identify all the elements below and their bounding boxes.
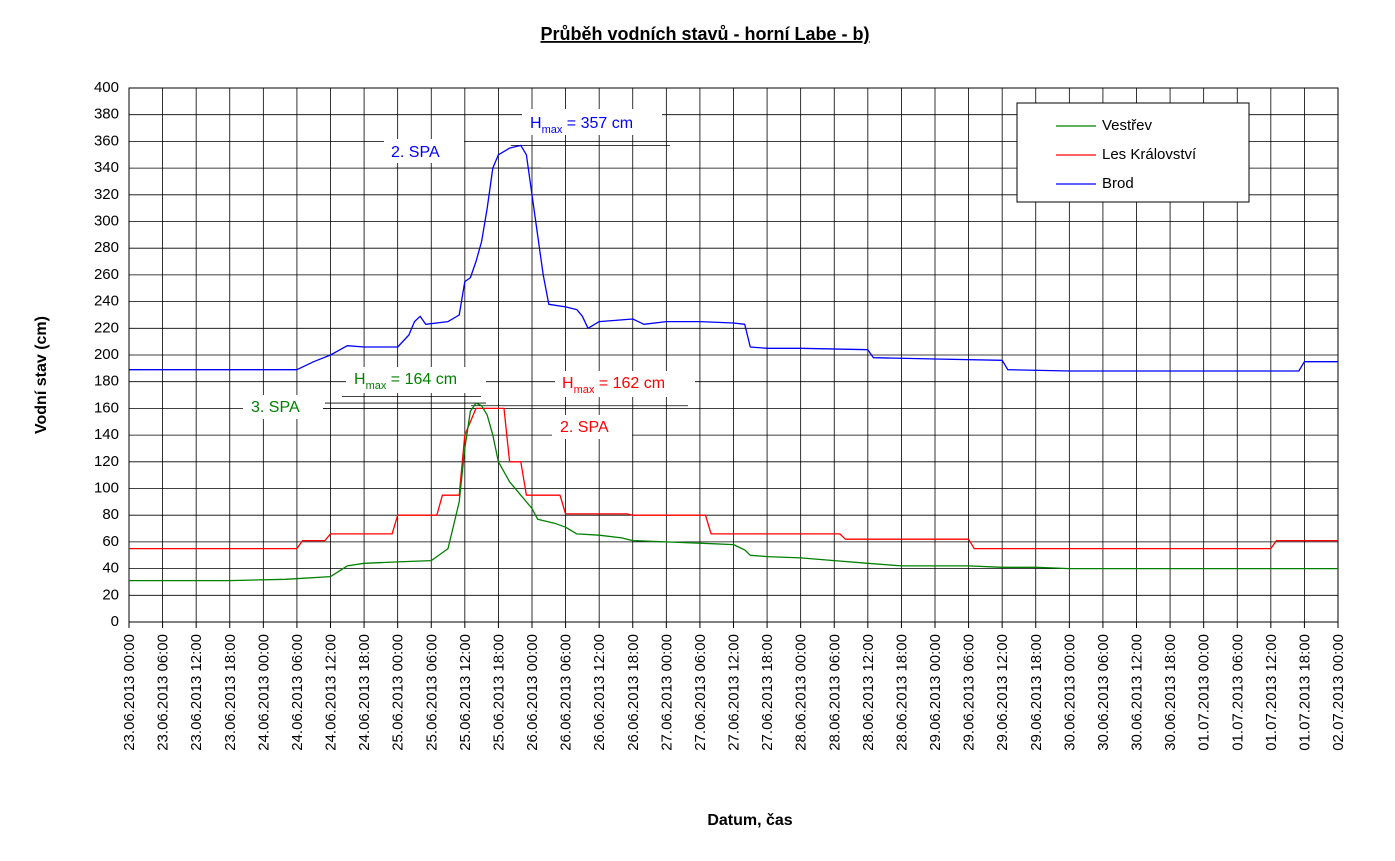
x-tick-label: 29.06.2013 00:00: [927, 634, 944, 751]
x-tick-label: 30.06.2013 00:00: [1061, 634, 1078, 751]
x-tick-label: 27.06.2013 18:00: [759, 634, 776, 751]
x-tick-label: 29.06.2013 12:00: [994, 634, 1011, 751]
x-tick-labels: 23.06.2013 00:00 23.06.2013 06:00 23.06.20…: [121, 622, 1347, 751]
x-tick-label: 28.06.2013 18:00: [893, 634, 910, 751]
series-line-brod: [129, 144, 1338, 372]
x-tick-label: 24.06.2013 12:00: [323, 634, 340, 751]
y-axis-title: Vodní stav (cm): [33, 316, 50, 434]
x-tick-label: 30.06.2013 18:00: [1162, 634, 1179, 751]
x-tick-label: 23.06.2013 18:00: [222, 634, 239, 751]
x-tick-label: 29.06.2013 06:00: [961, 634, 978, 751]
x-tick-label: 25.06.2013 00:00: [390, 634, 407, 751]
y-tick-label: 320: [94, 186, 119, 203]
x-tick-label: 01.07.2013 18:00: [1296, 634, 1313, 751]
chart-title: Průběh vodních stavů - horní Labe - b): [540, 24, 869, 44]
y-tick-label: 300: [94, 212, 119, 229]
y-tick-label: 200: [94, 346, 119, 363]
x-tick-label: 23.06.2013 00:00: [121, 634, 138, 751]
x-tick-label: 30.06.2013 06:00: [1095, 634, 1112, 751]
legend-label-les-kralovstvi: Les Království: [1102, 146, 1197, 163]
x-tick-label: 26.06.2013 18:00: [625, 634, 642, 751]
x-tick-label: 27.06.2013 00:00: [658, 634, 675, 751]
legend-label-brod: Brod: [1102, 175, 1134, 192]
y-tick-label: 160: [94, 399, 119, 416]
y-tick-label: 0: [111, 613, 119, 630]
series-group: [129, 144, 1338, 582]
chart-grid: [128, 87, 1339, 623]
y-tick-label: 280: [94, 239, 119, 256]
annot-brod-spa: 2. SPA: [391, 144, 440, 161]
x-tick-label: 23.06.2013 12:00: [188, 634, 205, 751]
y-tick-label: 360: [94, 132, 119, 149]
annot-les-spa: 2. SPA: [560, 419, 609, 436]
annot-brod-hmax: Hmax = 357 cm: [530, 115, 633, 136]
y-tick-label: 40: [102, 560, 119, 577]
x-tick-label: 02.07.2013 00:00: [1330, 634, 1347, 751]
y-tick-label: 220: [94, 319, 119, 336]
x-tick-label: 24.06.2013 00:00: [255, 634, 272, 751]
y-tick-label: 340: [94, 159, 119, 176]
x-tick-label: 25.06.2013 12:00: [457, 634, 474, 751]
x-tick-label: 25.06.2013 06:00: [423, 634, 440, 751]
y-tick-label: 400: [94, 79, 119, 96]
annot-bg-les-hmax: [555, 371, 695, 397]
y-tick-label: 180: [94, 373, 119, 390]
annot-bg-vestrev-spa: [243, 395, 323, 419]
annot-bg-les-spa: [552, 415, 632, 439]
annot-vestrev-spa: 3. SPA: [251, 399, 300, 416]
x-tick-label: 26.06.2013 00:00: [524, 634, 541, 751]
x-tick-label: 28.06.2013 12:00: [860, 634, 877, 751]
annot-bg-brod-spa: [384, 139, 464, 163]
x-tick-label: 30.06.2013 12:00: [1129, 634, 1146, 751]
x-tick-label: 01.07.2013 12:00: [1263, 634, 1280, 751]
annot-bg-vestrev-hmax: [346, 367, 486, 393]
x-tick-label: 01.07.2013 00:00: [1196, 634, 1213, 751]
y-tick-label: 260: [94, 266, 119, 283]
x-tick-label: 28.06.2013 00:00: [793, 634, 810, 751]
y-tick-label: 380: [94, 106, 119, 123]
plot-area-border: [128, 87, 1339, 623]
x-tick-label: 24.06.2013 06:00: [289, 634, 306, 751]
series-line-les-kralovstvi: [129, 407, 1338, 550]
x-tick-label: 29.06.2013 18:00: [1028, 634, 1045, 751]
y-tick-label: 100: [94, 479, 119, 496]
y-tick-label: 140: [94, 426, 119, 443]
legend-label-vestrev: Vestřev: [1102, 117, 1153, 134]
x-axis-title: Datum, čas: [707, 812, 792, 829]
y-tick-label: 240: [94, 293, 119, 310]
x-tick-label: 27.06.2013 12:00: [726, 634, 743, 751]
legend: Vestřev Les Království Brod: [1016, 102, 1250, 203]
y-tick-label: 60: [102, 533, 119, 550]
x-tick-label: 25.06.2013 18:00: [490, 634, 507, 751]
y-tick-label: 120: [94, 453, 119, 470]
y-tick-label: 20: [102, 586, 119, 603]
annot-les-hmax: Hmax = 162 cm: [562, 375, 665, 396]
annot-bg-brod-hmax: [522, 109, 662, 135]
annotation-lines: [300, 145, 688, 409]
x-tick-label: 26.06.2013 06:00: [558, 634, 575, 751]
x-tick-label: 26.06.2013 12:00: [591, 634, 608, 751]
legend-box: [1016, 102, 1250, 203]
x-tick-label: 01.07.2013 06:00: [1229, 634, 1246, 751]
x-tick-label: 27.06.2013 06:00: [692, 634, 709, 751]
series-line-vestrev: [129, 402, 1338, 582]
x-tick-label: 28.06.2013 06:00: [826, 634, 843, 751]
y-tick-labels: 0 20 40 60 80 100 120 140 160 180 200 220 240 260 280 3…: [94, 79, 119, 630]
annot-vestrev-hmax: Hmax = 164 cm: [354, 371, 457, 392]
x-tick-label: 23.06.2013 06:00: [155, 634, 172, 751]
x-tick-label: 24.06.2013 18:00: [356, 634, 373, 751]
y-tick-label: 80: [102, 506, 119, 523]
